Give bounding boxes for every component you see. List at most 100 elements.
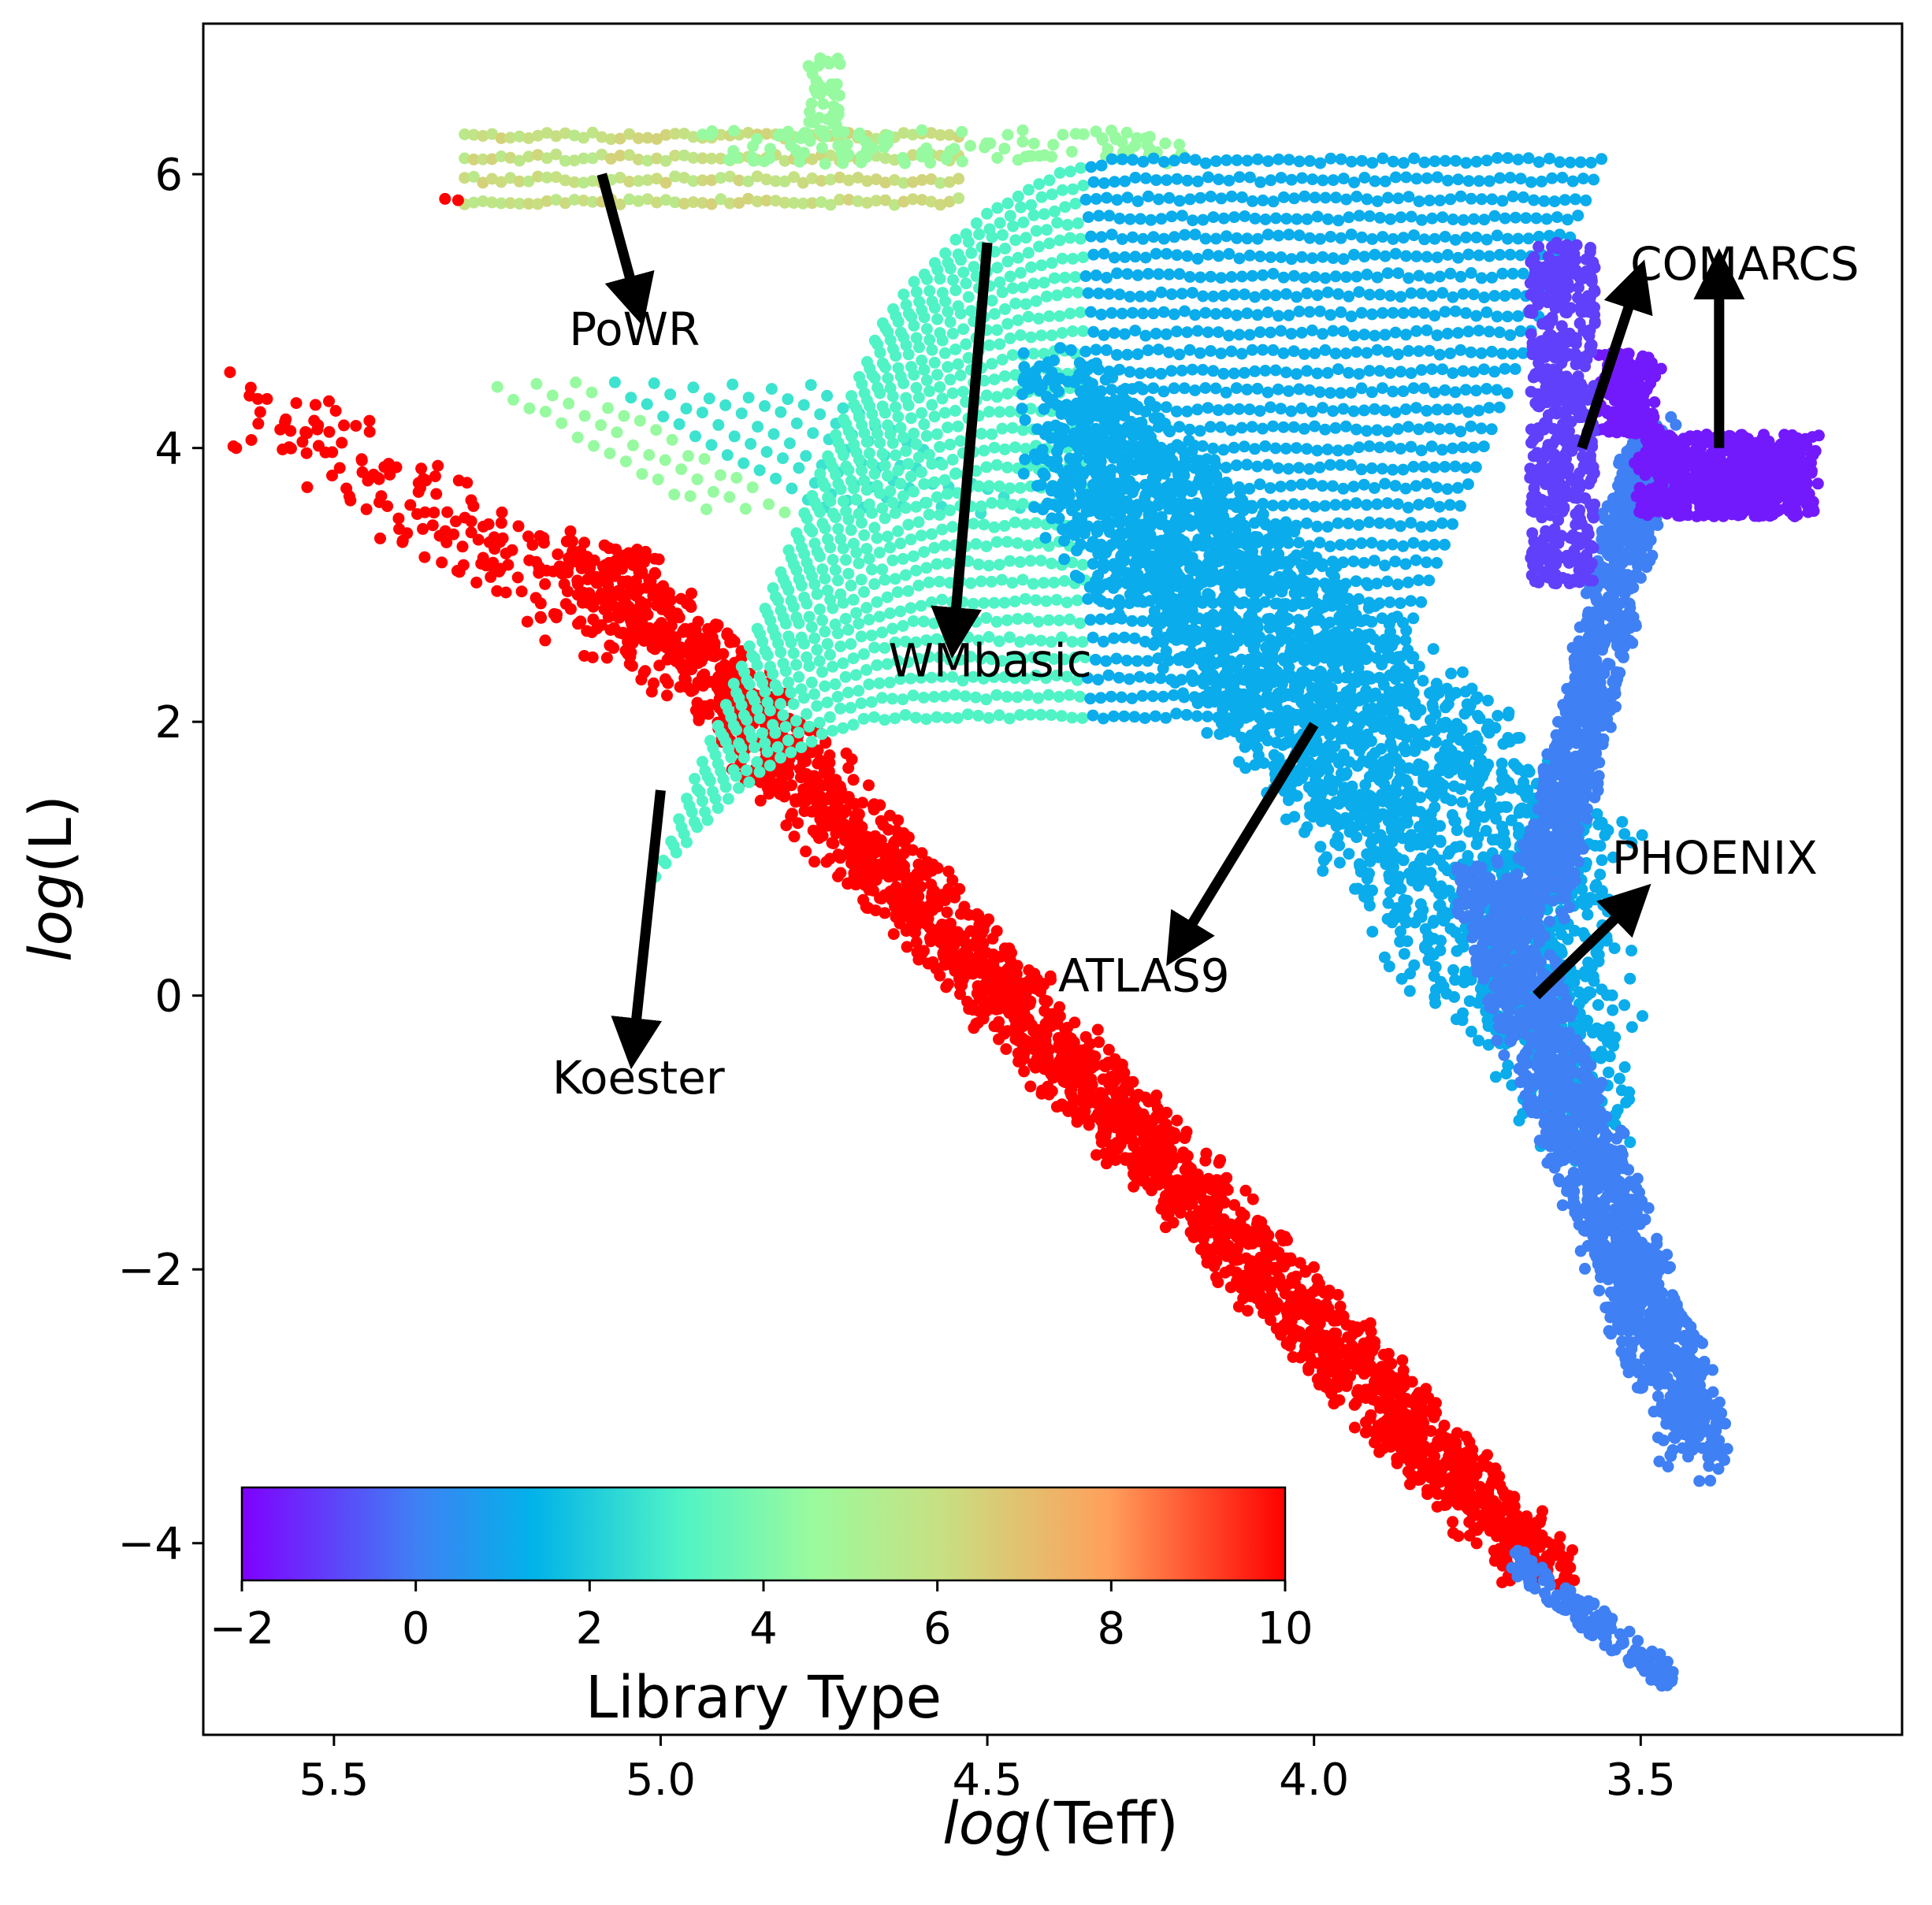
scatter-point <box>1129 251 1142 263</box>
scatter-point <box>1239 1184 1252 1197</box>
scatter-point <box>990 459 1003 471</box>
scatter-point <box>512 520 525 533</box>
scatter-point <box>881 530 894 543</box>
scatter-point <box>1275 251 1287 263</box>
scatter-point <box>832 522 845 535</box>
scatter-point <box>1397 463 1410 476</box>
scatter-point <box>878 133 890 146</box>
scatter-point <box>1381 425 1394 438</box>
scatter-point <box>1429 461 1440 473</box>
scatter-point <box>962 236 975 248</box>
scatter-point <box>539 634 552 647</box>
scatter-point <box>1077 180 1090 191</box>
scatter-point <box>875 893 888 905</box>
scatter-point <box>891 586 904 599</box>
scatter-point <box>1457 214 1469 226</box>
scatter-point <box>1492 1502 1505 1515</box>
scatter-point <box>1131 348 1144 361</box>
scatter-point <box>1254 176 1267 188</box>
scatter-point <box>639 545 652 558</box>
scatter-point <box>1027 277 1040 290</box>
scatter-point <box>1413 195 1425 208</box>
scatter-point <box>1020 518 1031 530</box>
scatter-point <box>1520 1522 1533 1535</box>
scatter-point <box>1225 190 1238 202</box>
scatter-point <box>1078 1044 1090 1056</box>
scatter-point <box>1379 329 1391 341</box>
scatter-point <box>1496 347 1509 360</box>
scatter-point <box>1517 267 1529 280</box>
scatter-point <box>717 648 730 660</box>
scatter-point <box>906 844 919 856</box>
scatter-point <box>477 551 489 564</box>
scatter-point <box>983 480 995 492</box>
scatter-point <box>1455 270 1467 283</box>
scatter-point <box>1254 405 1266 418</box>
scatter-point <box>965 305 978 318</box>
scatter-point <box>746 481 759 494</box>
scatter-point <box>673 611 685 624</box>
scatter-point <box>884 607 896 619</box>
scatter-point <box>889 573 901 585</box>
scatter-point <box>1345 459 1358 471</box>
scatter-point <box>1329 270 1342 283</box>
scatter-point <box>1470 231 1483 243</box>
scatter-point <box>837 542 849 555</box>
scatter-point <box>956 155 968 168</box>
scatter-point <box>1082 287 1094 299</box>
scatter-point <box>1441 328 1454 340</box>
scatter-point <box>853 557 865 570</box>
scatter-point <box>1546 172 1559 184</box>
scatter-point <box>1389 555 1402 568</box>
scatter-point <box>918 477 931 490</box>
scatter-point <box>1194 425 1206 437</box>
scatter-point <box>1079 193 1092 206</box>
scatter-point <box>1012 1025 1024 1038</box>
scatter-point <box>1405 595 1417 607</box>
scatter-point <box>651 623 663 636</box>
scatter-point <box>1001 614 1013 626</box>
scatter-point <box>1259 440 1272 452</box>
scatter-point <box>1217 212 1230 225</box>
scatter-point <box>728 430 741 443</box>
scatter-point <box>1254 251 1266 262</box>
scatter-point <box>950 962 963 975</box>
scatter-point <box>1115 1129 1128 1142</box>
scatter-point <box>1235 270 1248 283</box>
scatter-point <box>747 140 760 152</box>
scatter-point <box>1450 154 1462 167</box>
scatter-point <box>1183 193 1196 206</box>
scatter-point <box>1025 199 1038 211</box>
scatter-point <box>875 815 887 827</box>
scatter-point <box>1339 420 1352 433</box>
scatter-point <box>926 458 938 470</box>
scatter-point <box>1298 347 1310 360</box>
scatter-point <box>1425 363 1438 376</box>
scatter-point <box>1067 183 1079 195</box>
scatter-point <box>1441 249 1454 261</box>
scatter-point <box>280 413 292 425</box>
scatter-point <box>705 439 718 451</box>
scatter-point <box>980 389 993 402</box>
scatter-point <box>1285 405 1298 418</box>
scatter-point <box>1363 365 1376 377</box>
scatter-point <box>1183 343 1196 356</box>
scatter-point <box>1028 1042 1041 1055</box>
scatter-point <box>1046 329 1058 342</box>
scatter-point <box>567 545 579 558</box>
scatter-point <box>1636 1661 1648 1673</box>
scatter-point <box>1447 1484 1459 1497</box>
scatter-point <box>581 551 593 563</box>
scatter-point <box>1381 345 1394 358</box>
scatter-point <box>880 866 893 878</box>
scatter-point <box>1264 482 1276 494</box>
scatter-point <box>1436 363 1449 376</box>
scatter-point <box>1303 384 1316 396</box>
scatter-point <box>1056 184 1068 196</box>
scatter-point <box>803 660 816 672</box>
scatter-point <box>1058 575 1071 587</box>
scatter-point <box>1316 480 1328 492</box>
scatter-point <box>1207 442 1220 455</box>
scatter-point <box>1134 367 1146 380</box>
scatter-point <box>1000 1043 1012 1056</box>
